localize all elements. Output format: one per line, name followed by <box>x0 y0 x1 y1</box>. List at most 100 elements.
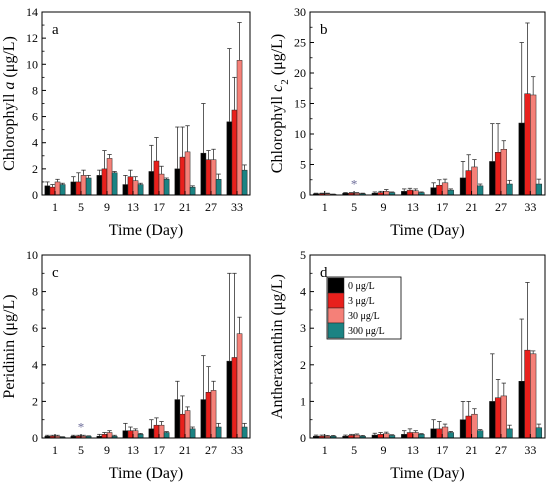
y-axis-title-c: Peridinin (μg/L) <box>1 294 18 398</box>
x-tick-label-b-3: 13 <box>407 200 419 214</box>
x-tick-label-d-5: 21 <box>466 443 478 457</box>
bar-c-s2-c4 <box>158 424 165 439</box>
x-tick-label-d-1: 5 <box>351 443 357 457</box>
x-tick-label-a-0: 1 <box>52 200 58 214</box>
bar-b-s2-c6 <box>500 149 507 196</box>
bar-d-s2-c2 <box>383 433 390 439</box>
bar-c-s3-c6 <box>215 426 222 439</box>
bar-c-s2-c2 <box>106 432 113 439</box>
x-tick-label-d-4: 17 <box>436 443 448 457</box>
y-tick-label-c-1: 2 <box>32 394 38 408</box>
bar-d-s0-c3 <box>401 434 408 439</box>
x-tick-label-c-3: 13 <box>127 443 139 457</box>
bar-b-s2-c7 <box>530 94 537 196</box>
legend-label-0: 0 μg/L <box>348 281 375 292</box>
x-tick-label-c-6: 27 <box>205 443 217 457</box>
legend-label-2: 30 μg/L <box>348 311 380 322</box>
legend-label-3: 300 μg/L <box>348 326 385 337</box>
y-tick-label-a-5: 10 <box>26 57 38 71</box>
bar-b-s2-c5 <box>471 166 478 196</box>
bar-b-s0-c5 <box>459 177 467 196</box>
bar-a-s3-c1 <box>85 177 92 196</box>
plot-frame-a <box>41 11 251 196</box>
bar-c-s3-c7 <box>241 426 248 439</box>
y-tick-label-d-0: 0 <box>300 431 306 445</box>
bar-b-s0-c3 <box>401 191 408 196</box>
bar-d-s0-c4 <box>430 428 437 439</box>
y-tick-label-d-5: 5 <box>300 248 306 262</box>
panel-letter-c: c <box>52 265 59 281</box>
bar-a-s0-c3 <box>122 184 129 196</box>
bar-b-s1-c5 <box>465 170 472 196</box>
bar-a-s1-c6 <box>205 159 212 196</box>
bar-c-s0-c6 <box>200 399 207 439</box>
y-tick-label-b-5: 25 <box>294 36 306 50</box>
bar-d-s1-c3 <box>406 432 414 439</box>
bar-a-s1-c7 <box>231 109 238 196</box>
bar-b-s3-c6 <box>506 183 513 196</box>
bar-c-s1-c3 <box>127 430 134 439</box>
bar-b-s1-c7 <box>524 93 531 196</box>
x-tick-label-b-2: 9 <box>380 200 386 214</box>
bar-a-s2-c6 <box>210 159 217 196</box>
bar-d-s0-c7 <box>518 381 525 439</box>
y-tick-label-c-3: 6 <box>32 321 38 335</box>
bar-a-s2-c3 <box>132 180 139 196</box>
bar-a-s3-c3 <box>137 184 144 196</box>
bar-d-s2-c5 <box>471 413 478 439</box>
bar-c-s2-c3 <box>132 430 139 439</box>
x-tick-label-d-0: 1 <box>322 443 328 457</box>
y-tick-label-c-5: 10 <box>26 248 38 262</box>
plot-frame-b <box>309 11 546 196</box>
bar-d-s2-c6 <box>500 395 507 439</box>
bar-d-s1-c7 <box>524 349 531 439</box>
y-tick-label-b-4: 20 <box>294 66 306 80</box>
x-tick-label-a-5: 21 <box>179 200 191 214</box>
bar-c-s1-c5 <box>179 413 186 439</box>
x-tick-label-a-3: 13 <box>127 200 139 214</box>
bar-a-s1-c1 <box>75 181 82 196</box>
bar-c-s1-c2 <box>101 434 108 439</box>
bar-a-s3-c7 <box>241 169 248 196</box>
bar-a-s0-c7 <box>226 121 233 196</box>
panel-letter-d: d <box>320 265 328 281</box>
bar-c-s0-c3 <box>122 430 129 439</box>
panel-d: 0 1 2 3 4 5 1 5 9 13 17 21 27 33 Time (Day) Antheraxant… <box>269 248 546 482</box>
y-tick-label-a-3: 6 <box>32 110 38 124</box>
bar-c-s2-c6 <box>210 390 217 439</box>
panel-a: 0 2 4 6 8 10 12 14 1 5 9 13 17 21 27 33 Time (Day) Chloro… <box>1 5 251 239</box>
bar-a-s3-c2 <box>111 172 118 196</box>
bar-d-s3-c3 <box>418 434 425 439</box>
legend-label-1: 3 μg/L <box>348 296 375 307</box>
bar-b-s1-c3 <box>406 189 414 196</box>
x-tick-label-d-3: 13 <box>407 443 419 457</box>
x-tick-label-b-0: 1 <box>322 200 328 214</box>
bar-c-s2-c5 <box>184 410 191 439</box>
bar-a-s3-c6 <box>215 179 222 196</box>
bar-d-s2-c4 <box>441 426 449 439</box>
x-tick-label-a-6: 27 <box>205 200 217 214</box>
bar-b-s2-c4 <box>441 182 449 196</box>
x-tick-label-c-0: 1 <box>52 443 58 457</box>
bar-c-s3-c5 <box>189 428 196 439</box>
bar-a-s0-c0 <box>44 185 51 196</box>
y-tick-label-d-1: 1 <box>300 394 306 408</box>
bar-c-s3-c4 <box>163 432 170 439</box>
x-tick-label-c-7: 33 <box>231 443 243 457</box>
bar-d-s1-c6 <box>494 397 502 439</box>
y-tick-label-a-6: 12 <box>26 31 38 45</box>
bar-a-s1-c5 <box>179 156 186 196</box>
bar-a-s3-c4 <box>163 179 170 196</box>
bar-d-s0-c6 <box>489 401 496 439</box>
y-tick-label-a-0: 0 <box>32 188 38 202</box>
bar-a-s2-c0 <box>54 181 61 196</box>
y-tick-label-c-2: 4 <box>32 358 38 372</box>
bar-a-s2-c4 <box>158 173 165 196</box>
y-tick-label-b-6: 30 <box>294 5 306 19</box>
annotation-star-b-0: * <box>351 177 358 192</box>
bar-a-s1-c3 <box>127 176 134 196</box>
bar-c-s1-c4 <box>153 424 160 439</box>
x-tick-label-b-5: 21 <box>466 200 478 214</box>
y-tick-label-c-4: 8 <box>32 285 38 299</box>
